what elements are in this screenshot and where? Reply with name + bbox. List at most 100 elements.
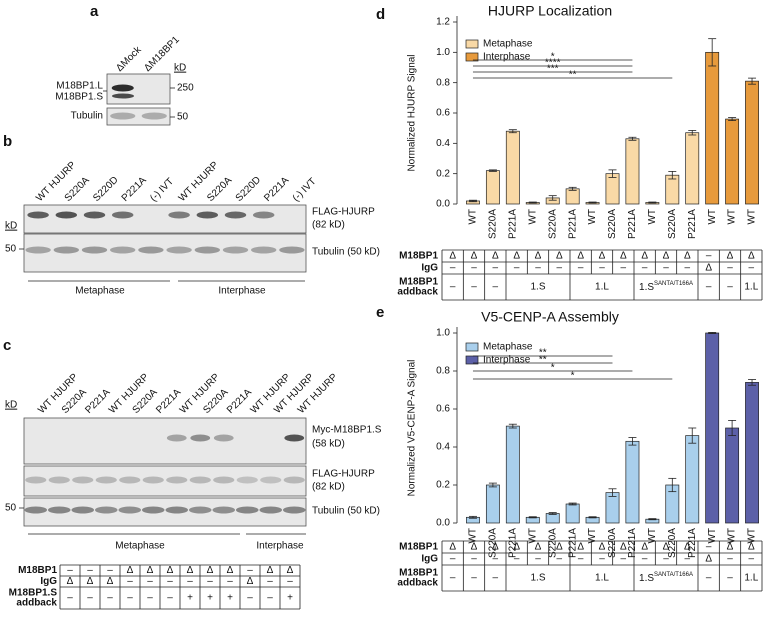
y-axis-label: Normalized HJURP Signal (407, 54, 418, 171)
table-cell: – (493, 554, 499, 565)
table-cell: Δ (187, 565, 194, 576)
table-cell: – (557, 263, 563, 274)
table-cell: – (706, 282, 712, 293)
blot-band (141, 506, 165, 514)
lane-label: P221A (225, 387, 254, 416)
cell-text: 1.S (639, 573, 654, 584)
table-cell: – (642, 263, 648, 274)
row-label: M18BP1 (18, 565, 57, 576)
table-cell: Δ (727, 542, 734, 553)
blot-band (83, 211, 106, 219)
group-label: Metaphase (115, 541, 165, 552)
table-cell: Δ (620, 542, 627, 553)
table-cell: Δ (471, 542, 478, 553)
x-tick-label: WT (468, 209, 479, 225)
table-cell: – (450, 282, 456, 293)
lane-label: ΔMock (114, 44, 144, 74)
x-tick-label: WT (747, 528, 758, 544)
error-bar (748, 77, 757, 85)
bar (565, 503, 580, 524)
blot-band (251, 246, 277, 254)
table-cell: – (147, 593, 153, 604)
blot-band (282, 506, 306, 514)
table-cell: Δ (684, 251, 691, 262)
blot-band (47, 506, 71, 514)
table-cell: – (663, 263, 669, 274)
table-cell: – (727, 554, 733, 565)
table-cell: – (267, 576, 273, 587)
blot-band (119, 476, 141, 484)
blot-band (236, 476, 258, 484)
row-label: IgG (40, 576, 57, 587)
blot-band (110, 246, 136, 254)
blot-band (111, 211, 134, 219)
legend-label: Interphase (483, 355, 531, 366)
x-tick-label: WT (647, 209, 658, 225)
blot-band (165, 506, 189, 514)
panel-letter: a (90, 3, 99, 20)
table-cell: – (727, 263, 733, 274)
table-cell: Δ (167, 565, 174, 576)
panel-letter: e (376, 304, 384, 321)
table-cell: Δ (127, 565, 134, 576)
table-cell: – (749, 554, 755, 565)
table-cell: Δ (748, 251, 755, 262)
table-cell: Δ (267, 565, 274, 576)
panel-letter: d (376, 6, 385, 23)
table-cell: – (207, 576, 213, 587)
blot-image (23, 204, 307, 234)
legend-swatch (465, 52, 479, 62)
table-cell: Δ (641, 542, 648, 553)
marker-label: 50 (5, 244, 17, 255)
error-bar (528, 516, 537, 519)
blot-image (23, 233, 307, 273)
blot-label: Myc-M18BP1.S (312, 425, 382, 436)
error-bar (548, 512, 557, 515)
error-bar (668, 170, 677, 180)
table-cell: Δ (107, 576, 114, 587)
error-bar (608, 169, 617, 178)
blot-band (25, 246, 51, 254)
table-cell: – (578, 554, 584, 565)
blot-band (95, 476, 117, 484)
bar (505, 130, 520, 205)
table-cell: Δ (492, 251, 499, 262)
table-cell: Δ (513, 251, 520, 262)
error-bar (548, 195, 557, 201)
table-cell: – (167, 576, 173, 587)
x-tick-label: P221A (567, 528, 578, 558)
blot-label: Tubulin (50 kD) (312, 247, 380, 258)
blot-band (112, 93, 134, 99)
table-cell: 1.S (530, 282, 545, 293)
band-label: M18BP1.S (55, 92, 103, 103)
y-tick-label: 0.6 (436, 404, 450, 415)
table-cell: Δ (492, 542, 499, 553)
blot-band (283, 476, 305, 484)
table-cell: Δ (535, 542, 542, 553)
error-bar (608, 488, 617, 497)
x-tick-label: S220A (547, 528, 558, 558)
x-tick-label: WT (587, 528, 598, 544)
lane-label: (-) IVT (148, 176, 176, 204)
table-cell: 1.L (744, 573, 758, 584)
error-bar (688, 427, 697, 444)
bar (545, 513, 560, 524)
blot-band (279, 246, 305, 254)
table-cell: Δ (87, 576, 94, 587)
row-label: M18BP1 (399, 542, 438, 553)
row-label: addback (397, 578, 438, 589)
x-tick-label: WT (727, 528, 738, 544)
table-cell: + (227, 593, 233, 604)
y-tick-label: 0.0 (436, 518, 450, 529)
error-bar (568, 186, 577, 191)
table-cell: – (599, 554, 605, 565)
error-bar (688, 130, 697, 136)
table-cell: Δ (535, 251, 542, 262)
blot-band (166, 434, 187, 442)
lane-label: P221A (83, 387, 112, 416)
cell-text: 1.S (639, 282, 654, 293)
error-bar (668, 477, 677, 493)
error-bar (728, 419, 737, 437)
legend-label: Metaphase (483, 39, 533, 50)
x-tick-label: P221A (507, 528, 518, 558)
